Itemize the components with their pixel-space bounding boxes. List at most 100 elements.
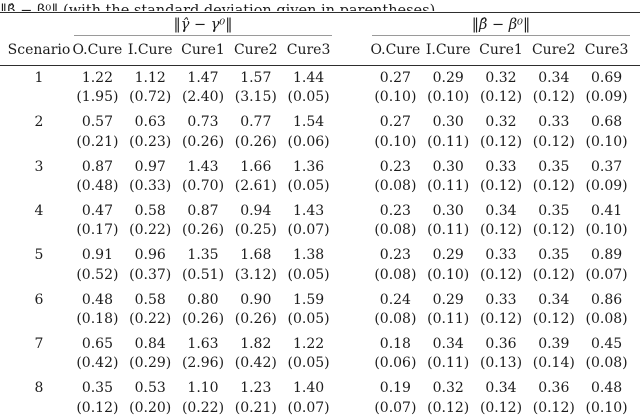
beta-stat-cell: 0.30 (0.11)	[422, 202, 475, 241]
gamma-stat-cell: 0.87 (0.48)	[71, 158, 124, 197]
estimate-value: 0.34	[485, 202, 517, 219]
estimate-value: 0.87	[187, 202, 219, 219]
scenario-number: 6	[34, 291, 44, 308]
estimate-value: 0.48	[591, 380, 623, 397]
gamma-stat-cell: 1.63 (2.96)	[177, 335, 230, 374]
estimate-value: 0.86	[591, 291, 623, 308]
gamma-stat-cell: 0.47 (0.17)	[71, 202, 124, 241]
scenario-number: 3	[34, 158, 44, 175]
table-caption-fragment: ‖β̂ − β⁰‖ (with the standard deviation g…	[0, 0, 640, 11]
std-dev-value: (0.08)	[374, 266, 417, 283]
estimate-value: 0.33	[485, 247, 517, 264]
table-row: 8 0.35 (0.12) 0.53 (0.20) 1.10 (0.22) 1.23 (0.21…	[0, 376, 640, 418]
estimate-value: 1.43	[187, 158, 219, 175]
std-dev-value: (0.09)	[585, 89, 628, 106]
estimate-value: 0.68	[591, 114, 623, 131]
estimate-value: 1.47	[187, 70, 219, 86]
estimate-value: 0.73	[187, 114, 219, 131]
estimate-value: 1.10	[187, 380, 219, 397]
beta-stat-cell: 0.32 (0.12)	[475, 113, 528, 152]
std-dev-value: (0.29)	[129, 355, 172, 372]
estimate-value: 1.12	[134, 70, 166, 86]
std-dev-value: (0.42)	[234, 355, 277, 372]
beta-stat-cell: 0.27 (0.10)	[369, 113, 422, 152]
gamma-stat-cell: 1.59 (0.05)	[282, 291, 335, 330]
estimate-value: 0.69	[591, 70, 623, 86]
column-header-method: I.Cure	[425, 42, 471, 58]
gamma-stat-cell: 1.38 (0.05)	[282, 246, 335, 285]
beta-stat-cell: 0.34 (0.12)	[527, 291, 580, 330]
estimate-value: 0.89	[591, 247, 623, 264]
std-dev-value: (0.12)	[532, 310, 575, 327]
gamma-stat-cell: 1.12 (0.72)	[124, 69, 177, 108]
gamma-stat-cell: 1.23 (0.21)	[229, 379, 282, 418]
estimate-value: 1.66	[240, 158, 272, 175]
gamma-stat-cell: 0.58 (0.22)	[124, 202, 177, 241]
beta-stat-cell: 0.37 (0.09)	[580, 158, 633, 197]
gamma-stat-cell: 0.77 (0.26)	[229, 113, 282, 152]
std-dev-value: (0.06)	[287, 133, 330, 150]
gamma-stat-cell: 1.82 (0.42)	[229, 335, 282, 374]
estimate-value: 0.30	[432, 158, 464, 175]
beta-stat-cell: 0.24 (0.08)	[369, 291, 422, 330]
std-dev-value: (0.08)	[374, 222, 417, 239]
beta-stat-cell: 0.68 (0.10)	[580, 113, 633, 152]
estimate-value: 0.35	[538, 202, 570, 219]
estimate-value: 0.58	[134, 291, 166, 308]
gamma-stat-cell: 1.35 (0.51)	[177, 246, 230, 285]
std-dev-value: (0.12)	[532, 399, 575, 416]
std-dev-value: (0.12)	[479, 89, 523, 106]
beta-stat-cell: 0.39 (0.14)	[527, 335, 580, 374]
group-title-gamma-norm: ‖γ̂ − γ⁰‖	[74, 16, 332, 36]
estimate-value: 0.97	[134, 158, 166, 175]
gamma-stat-cell: 0.35 (0.12)	[71, 379, 124, 418]
std-dev-value: (0.22)	[129, 222, 172, 239]
estimate-value: 0.33	[485, 158, 517, 175]
estimate-value: 0.80	[187, 291, 219, 308]
std-dev-value: (0.12)	[76, 399, 119, 416]
std-dev-value: (0.12)	[479, 310, 523, 327]
beta-stat-cell: 0.32 (0.12)	[422, 379, 475, 418]
estimate-value: 1.59	[293, 291, 325, 308]
estimate-value: 1.63	[187, 335, 219, 352]
std-dev-value: (0.10)	[427, 266, 470, 283]
estimate-value: 0.24	[379, 291, 411, 308]
estimate-value: 1.40	[293, 380, 325, 397]
table-row: 7 0.65 (0.42) 0.84 (0.29) 1.63 (2.96) 1.82 (0.42…	[0, 332, 640, 376]
std-dev-value: (0.07)	[374, 399, 417, 416]
gamma-stat-cell: 0.48 (0.18)	[71, 291, 124, 330]
scenario-number: 1	[34, 70, 44, 86]
std-dev-value: (0.09)	[585, 178, 628, 195]
estimate-value: 0.36	[538, 380, 570, 397]
std-dev-value: (0.06)	[374, 355, 417, 372]
column-header-method: Cure3	[286, 42, 331, 58]
std-dev-value: (0.10)	[374, 133, 417, 150]
beta-stat-cell: 0.27 (0.10)	[369, 69, 422, 108]
std-dev-value: (2.40)	[181, 89, 225, 106]
estimate-value: 1.68	[240, 247, 272, 264]
std-dev-value: (0.10)	[585, 133, 628, 150]
column-header-method: Cure2	[233, 42, 278, 58]
beta-stat-cell: 0.30 (0.11)	[422, 158, 475, 197]
estimate-value: 0.34	[485, 380, 517, 397]
column-header-row: Scenario O.Cure I.Cure Cure1 Cure2 Cure3 O.Cu…	[0, 36, 640, 65]
gamma-stat-cell: 0.53 (0.20)	[124, 379, 177, 418]
gamma-stat-cell: 0.96 (0.37)	[124, 246, 177, 285]
header-rule	[0, 65, 640, 66]
estimate-value: 0.34	[538, 70, 570, 86]
beta-stat-cell: 0.18 (0.06)	[369, 335, 422, 374]
caption-text: ‖β̂ − β⁰‖ (with the standard deviation g…	[0, 3, 440, 11]
estimate-value: 0.58	[134, 202, 166, 219]
std-dev-value: (0.12)	[427, 399, 470, 416]
estimate-value: 1.35	[187, 247, 219, 264]
estimate-value: 0.32	[485, 70, 517, 86]
estimate-value: 0.47	[81, 202, 113, 219]
beta-stat-cell: 0.30 (0.11)	[422, 113, 475, 152]
estimate-value: 0.84	[134, 335, 166, 352]
std-dev-value: (0.10)	[427, 89, 470, 106]
estimate-value: 0.33	[538, 114, 570, 131]
std-dev-value: (0.10)	[585, 399, 628, 416]
column-header-scenario: Scenario	[7, 42, 71, 58]
std-dev-value: (2.61)	[234, 178, 277, 195]
